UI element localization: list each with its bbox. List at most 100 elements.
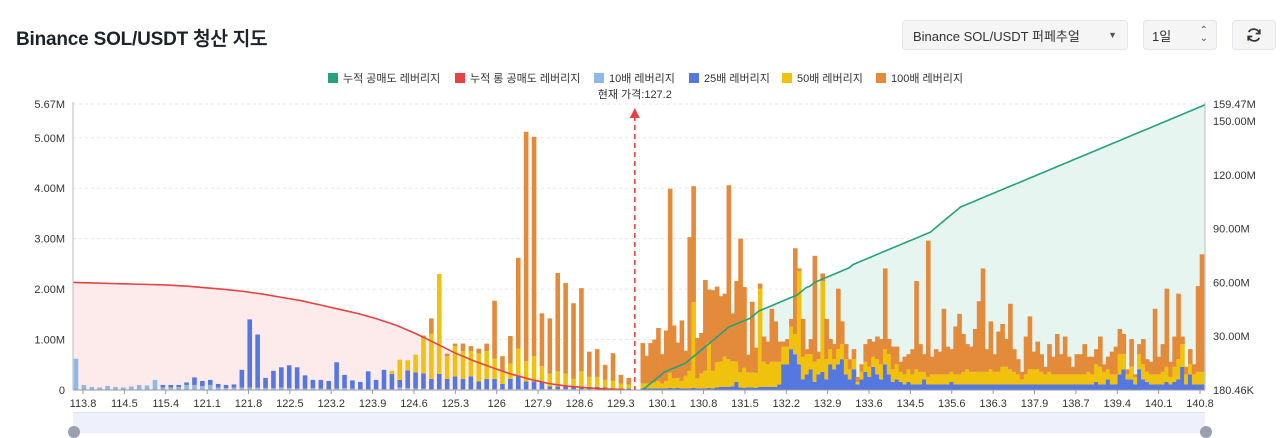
bar-100x <box>579 288 584 372</box>
bar-25x <box>294 367 300 389</box>
bar-10x <box>358 388 363 390</box>
bar-50x <box>1109 374 1115 385</box>
bar-25x <box>1125 379 1131 390</box>
bar-25x <box>918 384 923 390</box>
x-axis-tick-label: 128.6 <box>566 398 594 410</box>
liquidation-chart: 0 1.00M 2.00M 3.00M 4.00M 5.00M 5.67M 180.46K 30… <box>34 72 1255 410</box>
pair-select[interactable]: Binance SOL/USDT 퍼페추얼 ▼ <box>902 20 1128 50</box>
x-axis-tick-label: 134.5 <box>897 398 925 410</box>
bar-50x <box>1168 376 1174 385</box>
bar-25x <box>773 386 779 390</box>
bar-25x <box>937 384 943 390</box>
bar-50x <box>683 375 689 389</box>
bar-100x <box>769 308 775 362</box>
bar-100x <box>1144 359 1150 372</box>
bar-25x <box>757 386 763 390</box>
bar-100x <box>571 303 576 379</box>
bar-50x <box>796 270 802 365</box>
bar-100x <box>640 343 646 384</box>
bar-50x <box>914 369 919 385</box>
bar-100x <box>1090 356 1095 375</box>
bar-25x <box>1066 384 1072 390</box>
bar-10x <box>555 388 561 390</box>
bar-50x <box>1027 369 1033 385</box>
x-axis-tick-label: 135.6 <box>938 398 966 410</box>
bar-100x <box>1019 371 1025 380</box>
bar-50x <box>828 349 833 365</box>
bar-50x <box>1133 376 1138 385</box>
bar-25x <box>555 386 561 389</box>
bar-25x <box>1109 384 1115 390</box>
zoom-scrollbar[interactable] <box>73 412 1205 433</box>
bar-50x <box>714 362 720 388</box>
bar-50x <box>996 371 1001 385</box>
bar-100x <box>718 296 724 362</box>
bar-10x <box>579 388 584 390</box>
bar-50x <box>429 333 434 379</box>
bar-100x <box>1156 356 1162 375</box>
bar-25x <box>957 384 962 390</box>
x-axis-tick-label: 138.7 <box>1062 398 1090 410</box>
bar-100x <box>1176 293 1181 360</box>
bar-50x <box>1015 374 1021 385</box>
bar-10x <box>302 388 308 390</box>
bar-50x <box>1078 374 1084 385</box>
bar-25x <box>247 319 253 388</box>
bar-25x <box>706 387 712 390</box>
bar-50x <box>555 371 561 387</box>
bar-25x <box>215 383 221 388</box>
bar-25x <box>996 384 1001 390</box>
bar-100x <box>1121 334 1127 355</box>
bar-25x <box>667 387 673 390</box>
bar-25x <box>318 379 324 389</box>
bar-50x <box>843 359 849 375</box>
bar-25x <box>452 376 458 389</box>
bar-10x <box>515 388 521 390</box>
bar-100x <box>1051 356 1056 375</box>
bar-100x <box>626 377 632 385</box>
bar-50x <box>855 381 861 385</box>
bar-50x <box>906 369 912 382</box>
scrollbar-right-handle[interactable] <box>1200 426 1212 438</box>
x-axis-tick-label: 127.9 <box>524 398 552 410</box>
bar-100x <box>1078 354 1084 375</box>
bar-25x <box>1191 384 1197 390</box>
bar-100x <box>1105 356 1111 370</box>
bar-10x <box>152 379 158 390</box>
bar-50x <box>753 372 759 388</box>
bar-100x <box>660 354 665 384</box>
bar-100x <box>1043 366 1048 375</box>
bar-25x <box>1160 384 1166 390</box>
bar-50x <box>413 354 418 373</box>
bar-100x <box>804 349 810 355</box>
bar-50x <box>820 281 825 372</box>
bar-10x <box>452 388 458 390</box>
bar-50x <box>652 382 657 389</box>
bar-50x <box>882 349 888 365</box>
bar-50x <box>925 376 931 385</box>
bar-25x <box>972 384 978 390</box>
scrollbar-left-handle[interactable] <box>68 426 80 438</box>
bar-10x <box>207 384 213 390</box>
refresh-button[interactable] <box>1232 20 1276 50</box>
bar-25x <box>302 375 308 389</box>
bar-100x <box>992 354 998 372</box>
bar-50x <box>957 374 962 385</box>
bar-50x <box>1004 366 1009 385</box>
x-axis-tick-label: 115.4 <box>152 398 179 410</box>
short-cumulative-area <box>642 104 1205 391</box>
bar-25x <box>1199 384 1205 390</box>
long-cumulative-area <box>73 282 625 390</box>
bar-50x <box>800 356 806 380</box>
bar-25x <box>405 370 410 388</box>
period-select[interactable]: 1일 ⌃ ⌄ <box>1143 20 1217 50</box>
bar-50x <box>988 369 994 385</box>
bar-25x <box>1144 381 1150 390</box>
bar-25x <box>847 379 853 390</box>
bar-100x <box>1148 361 1154 375</box>
left-axis-tick-label: 5.00M <box>34 133 65 145</box>
bar-50x <box>531 356 537 382</box>
bar-50x <box>890 369 896 382</box>
bar-10x <box>271 387 276 390</box>
bar-50x <box>1156 374 1162 385</box>
